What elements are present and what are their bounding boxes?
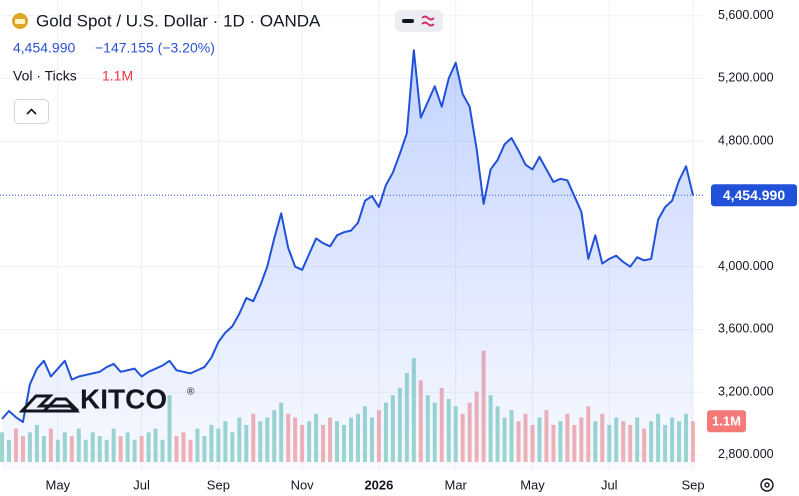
y-tick-label: 3,600.000 <box>718 322 774 336</box>
x-tick-label: May <box>46 477 71 492</box>
logo: KITCO ® <box>18 383 195 414</box>
x-tick-label: Jul <box>601 477 618 492</box>
symbol-title: Gold Spot / U.S. Dollar · 1D · OANDA <box>36 11 321 30</box>
button-dash <box>402 19 414 23</box>
logo-text: KITCO <box>80 383 167 414</box>
last-price-tag-label: 4,454.990 <box>723 187 785 203</box>
header: Gold Spot / U.S. Dollar · 1D · OANDA 4,4… <box>12 10 443 124</box>
symbol-icon-bar <box>15 19 25 24</box>
x-tick-label: Sep <box>681 477 704 492</box>
y-tick-label: 4,000.000 <box>718 259 774 273</box>
collapse-button[interactable] <box>14 99 49 124</box>
collapse-chevron <box>26 108 37 115</box>
last-price-tag <box>711 184 797 207</box>
x-tick-label: Sep <box>207 477 230 492</box>
y-tick-label: 4,800.000 <box>718 133 774 147</box>
y-tick-label: 5,200.000 <box>718 71 774 85</box>
gear-outer <box>760 478 774 492</box>
compare-button[interactable] <box>395 10 443 32</box>
volume-legend: Vol · Ticks <box>13 68 77 84</box>
volume-tag <box>707 410 746 433</box>
x-tick-label: 2026 <box>364 477 393 492</box>
plot <box>0 49 703 470</box>
price-line <box>1 49 694 423</box>
logo-mark: ® <box>187 387 195 398</box>
settings-button[interactable] <box>760 478 774 492</box>
volume-legend-value: 1.1M <box>102 68 133 84</box>
y-tick-label: 5,600.000 <box>718 8 774 22</box>
x-tick-label: Nov <box>291 477 315 492</box>
x-tick-label: Jul <box>133 477 150 492</box>
x-tick-label: Mar <box>445 477 468 492</box>
y-tick-label: 3,200.000 <box>718 384 774 398</box>
button-wave <box>421 15 435 27</box>
y-tick-label: 2,800.000 <box>718 447 774 461</box>
last-price: 4,454.990 <box>13 40 75 56</box>
x-tick-label: May <box>520 477 545 492</box>
volume-tag-label: 1.1M <box>712 414 741 429</box>
price-change: −147.155 (−3.20%) <box>95 40 215 56</box>
gear-inner <box>764 482 770 488</box>
logo-icon <box>18 394 81 413</box>
